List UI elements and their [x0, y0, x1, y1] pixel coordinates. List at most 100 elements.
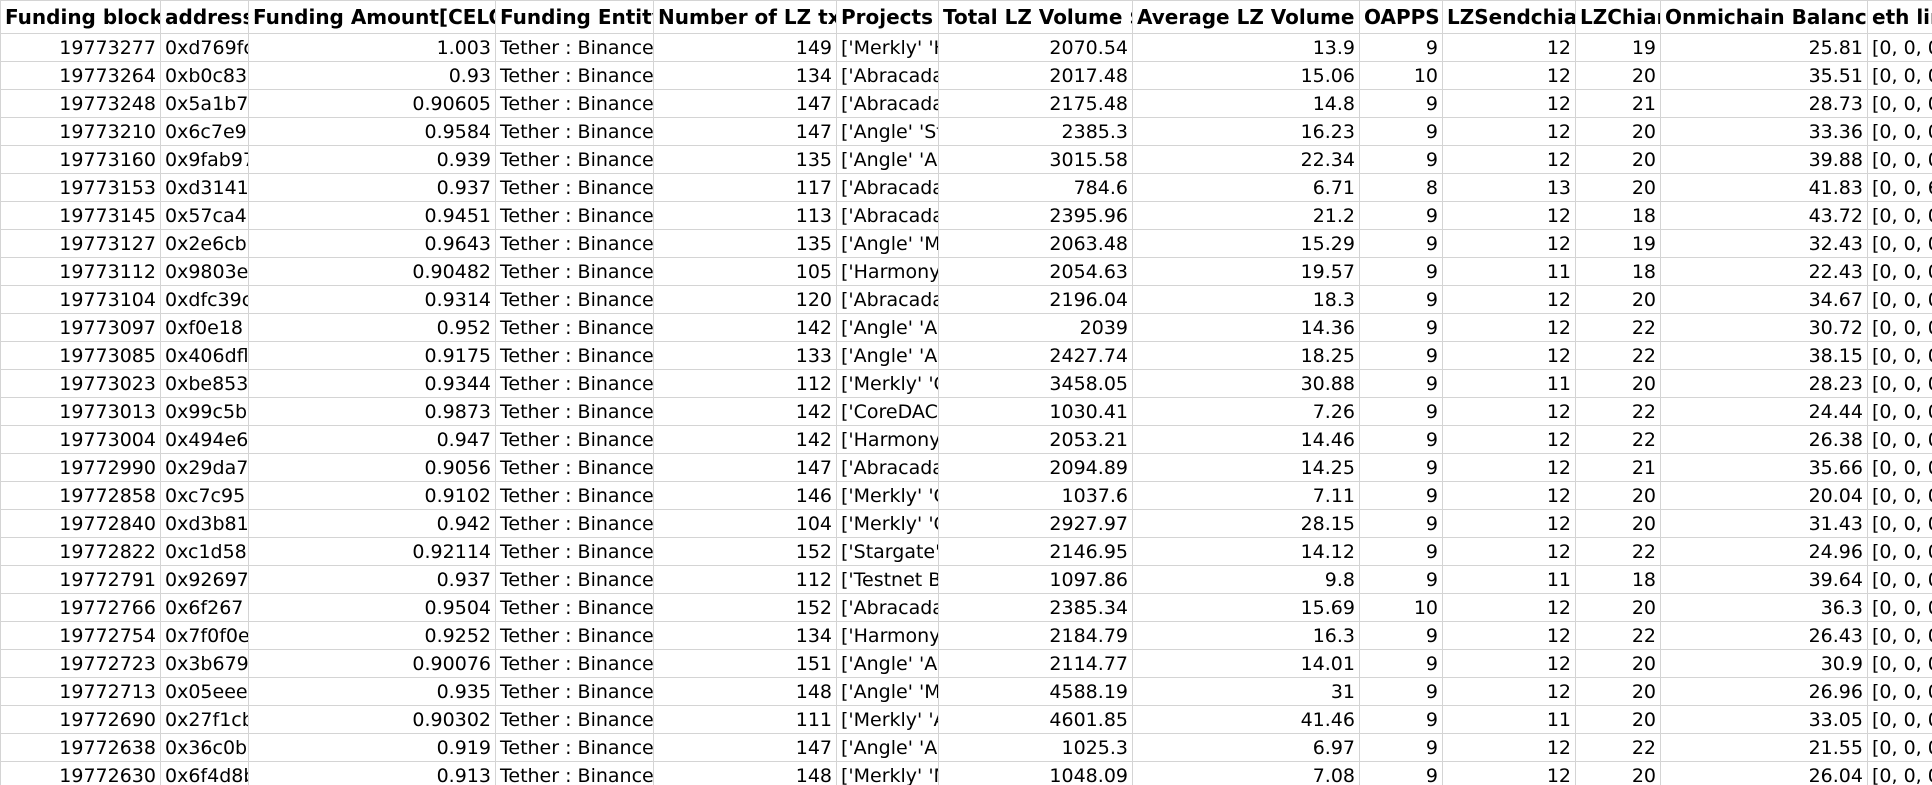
cell[interactable]: ['Testnet Br: [836, 565, 939, 594]
cell[interactable]: Tether : Binance: [495, 733, 654, 762]
cell[interactable]: 41.83: [1660, 173, 1868, 202]
cell[interactable]: Tether : Binance: [495, 705, 654, 734]
cell[interactable]: [0, 0, 0,: [1867, 145, 1932, 174]
cell[interactable]: 0xd769fc: [160, 33, 249, 62]
cell[interactable]: 9: [1359, 453, 1443, 482]
cell[interactable]: 28.15: [1132, 509, 1360, 538]
cell[interactable]: 0.937: [248, 565, 496, 594]
cell[interactable]: 9: [1359, 397, 1443, 426]
cell[interactable]: 8: [1359, 173, 1443, 202]
cell[interactable]: 19773145: [0, 201, 161, 230]
cell[interactable]: 0.9102: [248, 481, 496, 510]
cell[interactable]: 30.72: [1660, 313, 1868, 342]
cell[interactable]: 147: [653, 453, 837, 482]
cell[interactable]: 28.23: [1660, 369, 1868, 398]
cell[interactable]: [0, 0, 0,: [1867, 61, 1932, 90]
cell[interactable]: 151: [653, 649, 837, 678]
cell[interactable]: [0, 0, 0,: [1867, 341, 1932, 370]
cell[interactable]: 134: [653, 621, 837, 650]
cell[interactable]: 142: [653, 313, 837, 342]
cell[interactable]: 104: [653, 509, 837, 538]
cell[interactable]: 11: [1442, 705, 1576, 734]
cell[interactable]: 117: [653, 173, 837, 202]
cell[interactable]: 22.34: [1132, 145, 1360, 174]
cell[interactable]: 0.939: [248, 145, 496, 174]
cell[interactable]: Tether : Binance: [495, 453, 654, 482]
cell[interactable]: 15.06: [1132, 61, 1360, 90]
cell[interactable]: 152: [653, 593, 837, 622]
cell[interactable]: 2184.79: [938, 621, 1133, 650]
cell[interactable]: Tether : Binance: [495, 565, 654, 594]
cell[interactable]: Tether : Binance: [495, 117, 654, 146]
cell[interactable]: 0.952: [248, 313, 496, 342]
cell[interactable]: 22.43: [1660, 257, 1868, 286]
cell[interactable]: 21.2: [1132, 201, 1360, 230]
column-header[interactable]: LZChian: [1575, 0, 1661, 34]
cell[interactable]: 19772766: [0, 593, 161, 622]
cell[interactable]: 147: [653, 733, 837, 762]
cell[interactable]: ['Merkly' 'A: [836, 705, 939, 734]
cell[interactable]: 9: [1359, 201, 1443, 230]
cell[interactable]: 19772754: [0, 621, 161, 650]
cell[interactable]: 19773013: [0, 397, 161, 426]
cell[interactable]: 36.3: [1660, 593, 1868, 622]
cell[interactable]: Tether : Binance: [495, 397, 654, 426]
cell[interactable]: 39.88: [1660, 145, 1868, 174]
cell[interactable]: 26.38: [1660, 425, 1868, 454]
cell[interactable]: 4588.19: [938, 677, 1133, 706]
cell[interactable]: 120: [653, 285, 837, 314]
cell[interactable]: 9: [1359, 649, 1443, 678]
cell[interactable]: 20: [1575, 481, 1661, 510]
cell[interactable]: 12: [1442, 145, 1576, 174]
cell[interactable]: ['Harmony: [836, 621, 939, 650]
cell[interactable]: 22: [1575, 537, 1661, 566]
cell[interactable]: 133: [653, 341, 837, 370]
cell[interactable]: 148: [653, 761, 837, 785]
cell[interactable]: 26.96: [1660, 677, 1868, 706]
cell[interactable]: 0xbe853: [160, 369, 249, 398]
cell[interactable]: 20: [1575, 593, 1661, 622]
cell[interactable]: 14.46: [1132, 425, 1360, 454]
cell[interactable]: 28.73: [1660, 89, 1868, 118]
cell[interactable]: 14.01: [1132, 649, 1360, 678]
cell[interactable]: ['Abracada: [836, 61, 939, 90]
cell[interactable]: 12: [1442, 677, 1576, 706]
cell[interactable]: 2070.54: [938, 33, 1133, 62]
cell[interactable]: 7.08: [1132, 761, 1360, 785]
cell[interactable]: 18: [1575, 257, 1661, 286]
cell[interactable]: 3015.58: [938, 145, 1133, 174]
cell[interactable]: 12: [1442, 761, 1576, 785]
cell[interactable]: Tether : Binance: [495, 313, 654, 342]
cell[interactable]: 18: [1575, 201, 1661, 230]
cell[interactable]: 0x9803e: [160, 257, 249, 286]
cell[interactable]: 7.11: [1132, 481, 1360, 510]
cell[interactable]: 9: [1359, 481, 1443, 510]
cell[interactable]: ['Merkly' 'M: [836, 761, 939, 785]
cell[interactable]: 14.8: [1132, 89, 1360, 118]
cell[interactable]: 21: [1575, 89, 1661, 118]
cell[interactable]: [0, 0, 0,: [1867, 229, 1932, 258]
cell[interactable]: ['Stargate': [836, 537, 939, 566]
column-header[interactable]: Number of LZ tx: [653, 0, 837, 34]
cell[interactable]: 12: [1442, 593, 1576, 622]
cell[interactable]: 13: [1442, 173, 1576, 202]
cell[interactable]: 19: [1575, 229, 1661, 258]
cell[interactable]: 24.44: [1660, 397, 1868, 426]
cell[interactable]: [0, 0, 6.: [1867, 173, 1932, 202]
cell[interactable]: 22: [1575, 621, 1661, 650]
cell[interactable]: ['Abracada: [836, 285, 939, 314]
column-header[interactable]: eth line: [1867, 0, 1932, 34]
cell[interactable]: 784.6: [938, 173, 1133, 202]
cell[interactable]: [0, 0, 0,: [1867, 117, 1932, 146]
cell[interactable]: 9: [1359, 117, 1443, 146]
cell[interactable]: 1030.41: [938, 397, 1133, 426]
cell[interactable]: 19772638: [0, 733, 161, 762]
cell[interactable]: 11: [1442, 565, 1576, 594]
cell[interactable]: ['Abracada: [836, 201, 939, 230]
cell[interactable]: 24.96: [1660, 537, 1868, 566]
cell[interactable]: 0.9344: [248, 369, 496, 398]
cell[interactable]: 0.9643: [248, 229, 496, 258]
cell[interactable]: 19.57: [1132, 257, 1360, 286]
cell[interactable]: [0, 0, 0,: [1867, 565, 1932, 594]
cell[interactable]: 0xdfc39c: [160, 285, 249, 314]
